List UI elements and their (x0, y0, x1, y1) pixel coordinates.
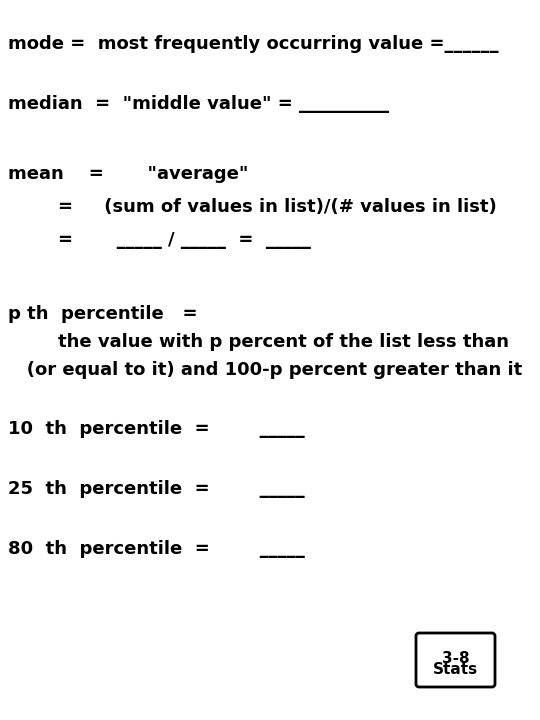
Text: 10  th  percentile  =        _____: 10 th percentile = _____ (8, 420, 305, 438)
Text: (or equal to it) and 100-p percent greater than it: (or equal to it) and 100-p percent great… (8, 361, 522, 379)
Text: Stats: Stats (433, 662, 478, 678)
Text: p th  percentile   =: p th percentile = (8, 305, 198, 323)
Text: 3-8: 3-8 (442, 651, 469, 666)
Text: =       _____ / _____  =  _____: = _____ / _____ = _____ (8, 231, 311, 249)
Text: 80  th  percentile  =        _____: 80 th percentile = _____ (8, 540, 305, 558)
Text: mean    =       "average": mean = "average" (8, 165, 248, 183)
Text: 25  th  percentile  =        _____: 25 th percentile = _____ (8, 480, 305, 498)
Text: the value with p percent of the list less than: the value with p percent of the list les… (8, 333, 509, 351)
Text: median  =  "middle value" = __________: median = "middle value" = __________ (8, 95, 389, 113)
FancyBboxPatch shape (416, 633, 495, 687)
Text: mode =  most frequently occurring value =______: mode = most frequently occurring value =… (8, 35, 498, 53)
Text: =     (sum of values in list)/(# values in list): = (sum of values in list)/(# values in l… (8, 198, 497, 216)
